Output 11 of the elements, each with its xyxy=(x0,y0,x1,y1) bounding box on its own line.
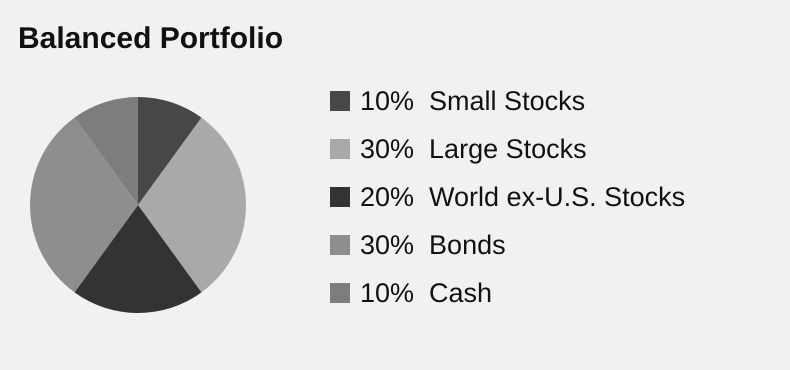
legend-label: 30% Large Stocks xyxy=(360,134,587,164)
pie-slice xyxy=(138,97,202,205)
pie-slice xyxy=(74,205,202,313)
legend-label: 10% Small Stocks xyxy=(360,86,586,116)
legend-label: 10% Cash xyxy=(360,278,492,308)
chart-title: Balanced Portfolio xyxy=(18,22,284,55)
pie-slice xyxy=(138,118,246,292)
pie-slice xyxy=(74,97,138,205)
pie-slice xyxy=(30,118,138,292)
legend-label: 20% World ex-U.S. Stocks xyxy=(360,182,686,212)
legend-label: 30% Bonds xyxy=(360,230,506,260)
